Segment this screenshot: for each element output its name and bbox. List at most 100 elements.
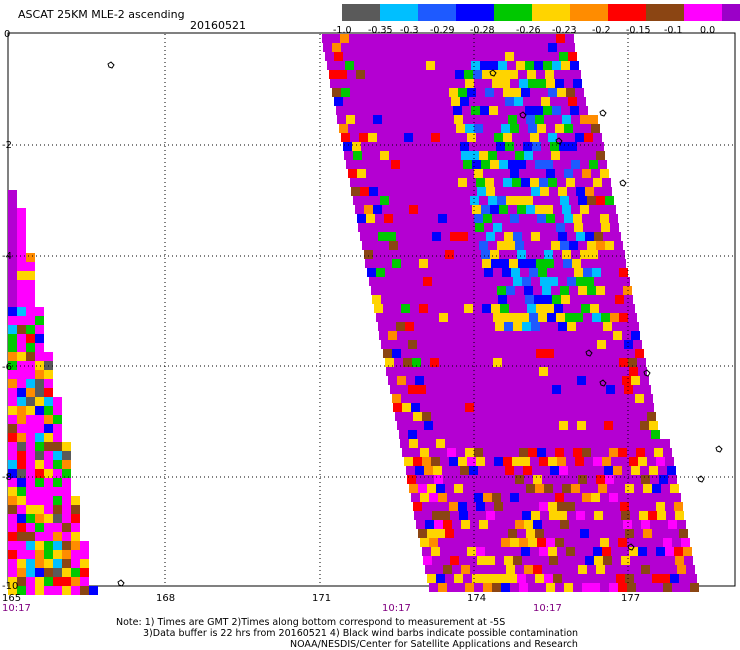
wind-cell [598,205,607,214]
wind-cell [557,412,566,421]
wind-cell [578,196,587,205]
wind-cell [489,106,498,115]
wind-cell [652,529,661,538]
wind-cell [541,52,550,61]
wind-cell [489,385,498,394]
wind-cell [53,532,62,541]
wind-cell [567,556,576,565]
wind-cell [17,271,26,280]
wind-cell [504,322,513,331]
wind-cell [418,439,427,448]
wind-cell [17,316,26,325]
wind-cell [640,421,649,430]
wind-cell [8,298,17,307]
wind-cell [642,430,651,439]
wind-cell [531,322,540,331]
wind-cell [643,529,652,538]
wind-cell [431,43,440,52]
wind-cell [620,367,629,376]
wind-cell [677,565,686,574]
wind-cell [35,343,44,352]
wind-cell [665,457,674,466]
wind-cell [575,547,584,556]
note-line-1: Note: 1) Times are GMT 2)Times along bot… [116,617,506,628]
wind-cell [386,43,395,52]
wind-cell [445,439,454,448]
wind-cell [521,88,530,97]
wind-cell [537,403,546,412]
wind-cell [561,295,570,304]
wind-cell [586,142,595,151]
wind-cell [406,97,415,106]
wind-cell [626,394,635,403]
wind-cell [53,559,62,568]
wind-cell [616,574,625,583]
wind-cell [636,583,645,592]
wind-cell [555,583,564,592]
wind-cell [448,358,457,367]
wind-cell [377,178,386,187]
wind-cell [17,226,26,235]
wind-cell [508,205,517,214]
wind-cell [580,160,589,169]
wind-cell [370,97,379,106]
swath-layer [8,34,699,595]
wind-cell [486,277,495,286]
island-outline [117,579,125,587]
wind-cell [444,340,453,349]
wind-cell [536,394,545,403]
wind-cell [657,556,666,565]
wind-cell [483,583,492,592]
wind-cell [464,394,473,403]
wind-cell [485,178,494,187]
wind-cell [464,349,473,358]
wind-cell [350,133,359,142]
wind-cell [625,439,634,448]
wind-cell [507,295,516,304]
wind-cell [524,286,533,295]
wind-cell [537,493,546,502]
wind-cell [461,520,470,529]
wind-cell [521,43,530,52]
wind-cell [35,505,44,514]
colorbar-label: -0.26 [516,25,541,36]
wind-cell [603,556,612,565]
wind-cell [422,547,431,556]
wind-cell [600,493,609,502]
wind-cell [566,43,575,52]
wind-cell [379,52,388,61]
wind-cell [425,151,434,160]
wind-cell [632,565,641,574]
wind-cell [329,70,338,79]
wind-cell [388,142,397,151]
wind-cell [557,178,566,187]
wind-cell [62,532,71,541]
wind-cell [480,340,489,349]
wind-cell [666,556,675,565]
wind-cell [383,349,392,358]
wind-cell [476,457,485,466]
wind-cell [440,502,449,511]
wind-cell [26,460,35,469]
wind-cell [496,466,505,475]
wind-cell [594,511,603,520]
wind-cell [439,34,448,43]
wind-cell [384,169,393,178]
wind-cell [571,205,580,214]
wind-cell [595,421,604,430]
wind-cell [595,376,604,385]
wind-cell [527,70,536,79]
wind-cell [432,556,441,565]
wind-cell [462,106,471,115]
wind-cell [610,358,619,367]
wind-cell [471,295,480,304]
wind-cell [411,493,420,502]
wind-cell [515,241,524,250]
wind-cell [576,511,585,520]
wind-cell [560,520,569,529]
wind-cell [610,313,619,322]
wind-cell [399,430,408,439]
wind-cell [487,52,496,61]
wind-cell [518,259,527,268]
wind-cell [481,250,490,259]
